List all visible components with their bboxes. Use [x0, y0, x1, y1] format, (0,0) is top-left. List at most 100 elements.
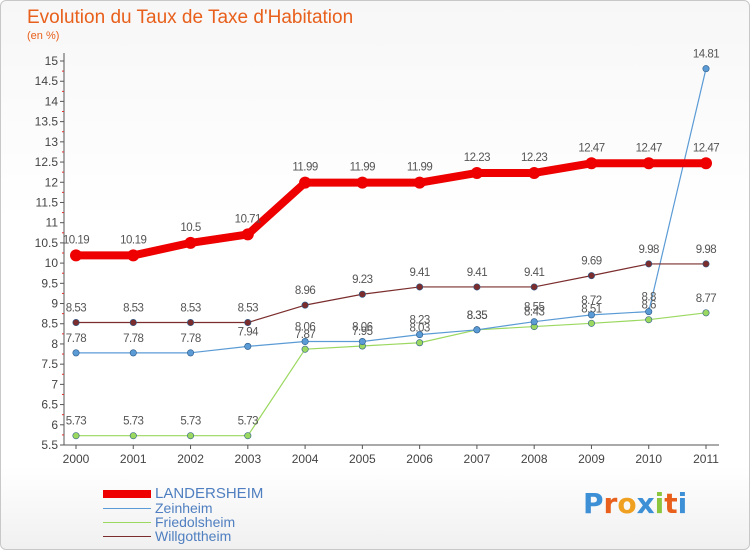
data-point-willgottheim	[129, 319, 137, 327]
data-point-landersheim	[585, 157, 598, 170]
data-label-landersheim: 12.47	[636, 142, 662, 154]
data-point-landersheim	[70, 249, 82, 262]
data-label-zeinheim: 7.78	[123, 333, 143, 345]
data-point-landersheim	[700, 157, 712, 170]
chart-title: Evolution du Taux de Taxe d'Habitation	[27, 7, 354, 28]
data-point-willgottheim	[587, 272, 595, 280]
data-label-willgottheim: 8.53	[180, 303, 200, 315]
data-point-zeinheim	[358, 338, 366, 346]
data-point-willgottheim	[473, 283, 481, 291]
data-point-landersheim	[241, 228, 254, 241]
data-label-zeinheim: 8.55	[524, 302, 544, 314]
data-point-friedolsheim	[187, 432, 195, 440]
x-tick-label: 2004	[292, 452, 319, 466]
data-label-landersheim: 11.99	[350, 162, 376, 174]
data-point-friedolsheim	[72, 432, 80, 440]
data-label-willgottheim: 9.69	[581, 256, 601, 268]
data-label-zeinheim: 7.78	[66, 333, 86, 345]
data-point-friedolsheim	[587, 319, 595, 327]
data-label-landersheim: 10.71	[235, 213, 261, 225]
logo-letter: r	[603, 487, 618, 520]
data-point-zeinheim	[129, 349, 137, 357]
y-tick-label: 5.5	[41, 438, 58, 452]
y-tick-label: 12.5	[35, 155, 59, 169]
data-point-willgottheim	[72, 319, 80, 327]
logo-letter: i	[677, 487, 688, 520]
data-label-zeinheim: 8.06	[352, 322, 372, 334]
data-label-friedolsheim: 8.51	[581, 303, 601, 315]
data-point-zeinheim	[702, 65, 710, 73]
data-label-friedolsheim: 8.43	[524, 307, 544, 319]
y-tick-label: 10	[45, 256, 59, 270]
data-point-landersheim	[127, 249, 140, 262]
data-label-landersheim: 12.23	[521, 152, 547, 164]
data-label-willgottheim: 8.53	[66, 303, 86, 315]
data-label-friedolsheim: 5.73	[180, 416, 200, 428]
data-point-zeinheim	[187, 349, 195, 357]
y-tick-label: 8	[51, 337, 58, 351]
data-point-zeinheim	[530, 318, 538, 326]
data-point-friedolsheim	[645, 316, 653, 324]
y-tick-label: 9	[51, 297, 58, 311]
data-label-friedolsheim: 5.73	[123, 416, 143, 428]
data-label-zeinheim: 8.23	[409, 315, 429, 327]
x-tick-label: 2000	[63, 452, 90, 466]
data-label-zeinheim: 8.8	[641, 292, 656, 304]
data-label-friedolsheim: 7.95	[352, 326, 372, 338]
data-label-willgottheim: 8.53	[238, 303, 258, 315]
data-label-willgottheim: 8.53	[123, 303, 143, 315]
logo-letter: P	[583, 487, 604, 520]
data-point-willgottheim	[244, 319, 252, 327]
y-tick-label: 14.5	[35, 74, 59, 88]
x-tick-label: 2002	[177, 452, 204, 466]
data-point-friedolsheim	[129, 432, 137, 440]
data-point-willgottheim	[702, 260, 710, 268]
data-label-friedolsheim: 5.73	[66, 416, 86, 428]
data-point-willgottheim	[530, 283, 538, 291]
data-label-friedolsheim: 8.03	[409, 323, 429, 335]
data-point-zeinheim	[244, 342, 252, 350]
legend-label: Friedolsheim	[155, 514, 236, 530]
legend-label: LANDERSHEIM	[155, 485, 264, 502]
data-point-willgottheim	[187, 319, 195, 327]
y-tick-label: 9.5	[41, 276, 58, 290]
series-line-landersheim	[72, 159, 710, 260]
data-label-friedolsheim: 8.35	[467, 310, 487, 322]
data-point-zeinheim	[416, 331, 424, 339]
data-point-landersheim	[413, 176, 426, 189]
y-tick-label: 7.5	[41, 357, 58, 371]
x-tick-label: 2007	[464, 452, 491, 466]
x-tick-label: 2003	[234, 452, 261, 466]
data-label-zeinheim: 14.81	[693, 49, 719, 61]
data-point-landersheim	[299, 176, 312, 189]
y-tick-label: 12	[45, 175, 59, 189]
data-point-willgottheim	[645, 260, 653, 268]
legend-swatch-landersheim	[103, 490, 151, 498]
y-tick-label: 7	[51, 377, 58, 391]
x-tick-label: 2005	[349, 452, 376, 466]
y-tick-label: 10.5	[35, 236, 59, 250]
data-label-willgottheim: 9.41	[524, 267, 544, 279]
data-point-friedolsheim	[416, 339, 424, 347]
data-label-willgottheim: 9.98	[696, 244, 716, 256]
proxiti-logo: Proxiti	[583, 487, 687, 520]
y-tick-label: 14	[45, 94, 59, 108]
data-label-friedolsheim: 8.77	[696, 293, 716, 305]
data-label-landersheim: 10.19	[63, 234, 89, 246]
y-tick-label: 13	[45, 135, 59, 149]
data-point-landersheim	[528, 166, 541, 179]
data-point-friedolsheim	[301, 345, 309, 353]
data-label-willgottheim: 9.23	[352, 274, 372, 286]
data-label-landersheim: 11.99	[407, 162, 433, 174]
x-tick-label: 2009	[578, 452, 605, 466]
data-label-friedolsheim: 5.73	[238, 416, 258, 428]
data-point-zeinheim	[587, 311, 595, 319]
data-label-willgottheim: 9.41	[409, 267, 429, 279]
x-tick-label: 2006	[406, 452, 433, 466]
y-tick-label: 6.5	[41, 398, 58, 412]
y-tick-label: 11.5	[36, 195, 59, 209]
data-label-landersheim: 11.99	[292, 162, 318, 174]
data-point-willgottheim	[358, 290, 366, 298]
data-point-landersheim	[470, 166, 483, 179]
